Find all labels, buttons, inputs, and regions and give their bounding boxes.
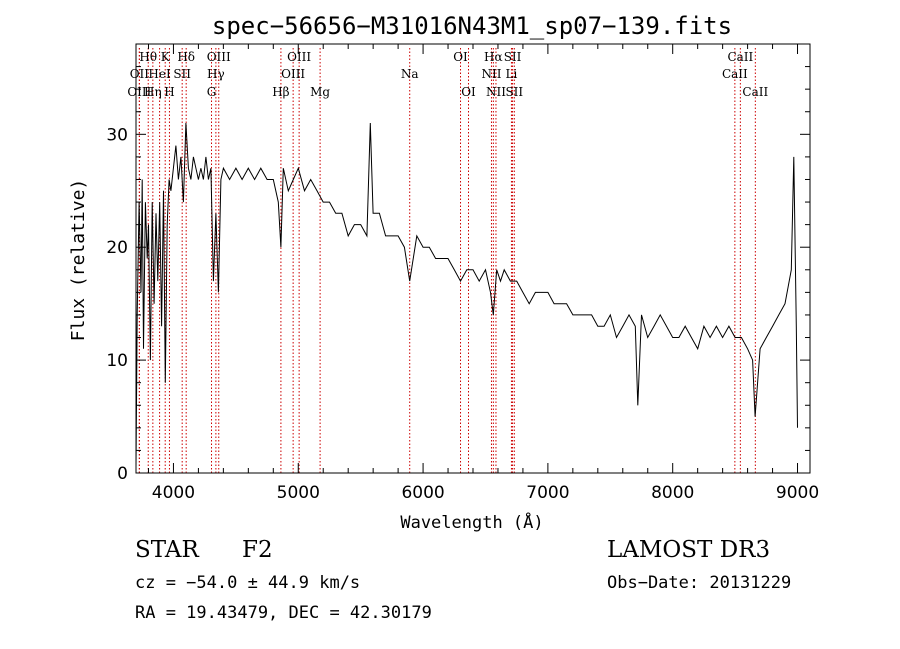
line-label: Hθ <box>139 50 157 64</box>
line-label: Hα <box>484 50 503 64</box>
y-axis-ticks: 0 10 20 30 <box>106 66 810 484</box>
y-tick-label: 30 <box>106 125 128 145</box>
line-label: OI <box>461 85 476 99</box>
obs-date-text: Obs−Date: 20131229 <box>607 573 792 593</box>
line-label: HeI <box>148 67 171 81</box>
line-label: OIII <box>281 67 305 81</box>
line-label: Hδ <box>177 50 195 64</box>
line-label: OI <box>453 50 468 64</box>
line-label: Na <box>401 67 419 81</box>
object-subclass: F2 <box>242 537 273 563</box>
y-tick-label: 20 <box>106 238 128 258</box>
spectral-line-markers <box>138 48 756 473</box>
coordinates-text: RA = 19.43479, DEC = 42.30179 <box>135 603 432 623</box>
x-tick-label: 5000 <box>277 483 320 503</box>
line-label: CaII <box>727 50 753 64</box>
y-tick-label: 10 <box>106 351 128 371</box>
line-label: OII <box>130 67 150 81</box>
chart-title: spec−56656−M31016N43M1_sp07−139.fits <box>212 12 732 40</box>
y-axis-label: Flux (relative) <box>68 179 89 342</box>
line-label: Hβ <box>272 85 289 99</box>
line-label: SII <box>505 85 523 99</box>
x-tick-label: 6000 <box>401 483 444 503</box>
spectral-line-labels: Hθ OII OIII K HeI Hη SII H Hδ OIII Hγ G OIII OIII Hβ Mg… <box>127 50 768 99</box>
line-label: G <box>207 85 217 99</box>
plot-frame <box>135 43 811 474</box>
spectrum-line <box>135 122 798 468</box>
x-axis-ticks: 4000 5000 6000 7000 8000 9000 <box>147 44 819 503</box>
redshift-text: cz = −54.0 ± 44.9 km/s <box>135 573 361 593</box>
x-tick-label: 7000 <box>526 483 569 503</box>
x-axis-label: Wavelength (Å) <box>400 511 543 533</box>
line-label: OIII <box>287 50 311 64</box>
line-label: OIII <box>207 50 231 64</box>
line-label: K <box>161 50 171 64</box>
line-label: NII <box>486 85 506 99</box>
line-label: Hη <box>144 85 162 99</box>
x-tick-label: 8000 <box>651 483 694 503</box>
line-label: OIII <box>127 85 151 99</box>
line-label: CaII <box>742 85 768 99</box>
line-label: CaII <box>722 67 748 81</box>
line-label: Li <box>506 67 518 81</box>
object-class: STAR <box>135 537 199 563</box>
x-tick-label: 4000 <box>152 483 195 503</box>
survey-name: LAMOST DR3 <box>607 537 771 563</box>
line-label: NII <box>481 67 501 81</box>
x-tick-label: 9000 <box>776 483 819 503</box>
line-label: H <box>164 85 174 99</box>
line-label: SII <box>504 50 522 64</box>
y-tick-label: 0 <box>117 464 128 484</box>
line-label: SII <box>173 67 191 81</box>
line-label: Mg <box>310 85 330 99</box>
line-label: Hγ <box>207 67 225 81</box>
